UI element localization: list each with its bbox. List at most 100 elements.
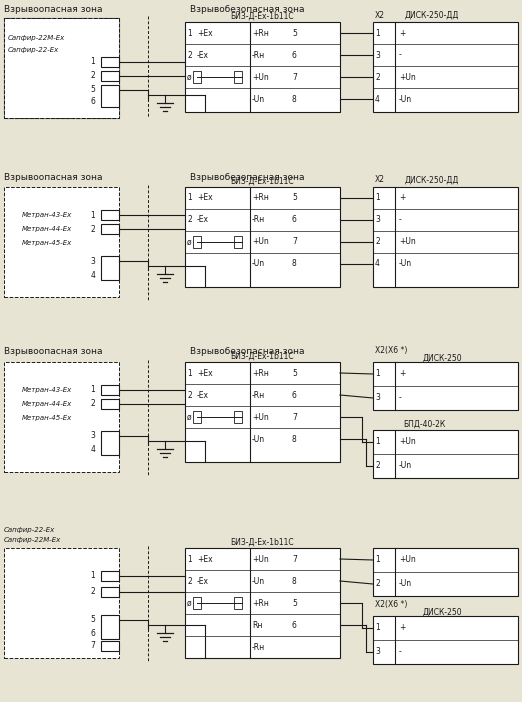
Text: -Ex: -Ex xyxy=(197,51,209,60)
Text: -Un: -Un xyxy=(399,260,412,268)
Text: -: - xyxy=(399,394,402,402)
Text: 3: 3 xyxy=(375,51,380,60)
Text: БПД-40-2К: БПД-40-2К xyxy=(403,420,445,428)
Text: +Rн: +Rн xyxy=(252,29,269,37)
Text: 3: 3 xyxy=(375,394,380,402)
Text: 2: 2 xyxy=(91,225,96,234)
Text: -Rн: -Rн xyxy=(252,390,265,399)
Bar xyxy=(373,22,518,112)
Text: +: + xyxy=(399,623,406,633)
Text: 3: 3 xyxy=(90,432,96,440)
Text: 5: 5 xyxy=(292,194,297,202)
Bar xyxy=(101,224,119,234)
Bar xyxy=(193,71,201,83)
Bar xyxy=(101,615,119,639)
Text: 1: 1 xyxy=(91,58,96,67)
Text: Взрывобезопасная зона: Взрывобезопасная зона xyxy=(190,347,304,357)
Text: +: + xyxy=(399,29,406,37)
Text: 5: 5 xyxy=(292,599,297,607)
Text: 2: 2 xyxy=(187,216,192,225)
Text: 2: 2 xyxy=(375,237,379,246)
Text: +Ex: +Ex xyxy=(197,555,212,564)
Bar xyxy=(101,431,119,455)
Text: Rн: Rн xyxy=(252,621,263,630)
Text: +Un: +Un xyxy=(252,555,269,564)
Text: 6: 6 xyxy=(90,630,96,639)
Text: ДИСК-250: ДИСК-250 xyxy=(423,607,462,616)
Text: 1: 1 xyxy=(375,623,379,633)
Text: 6: 6 xyxy=(292,621,297,630)
Text: 8: 8 xyxy=(292,576,296,585)
Text: 6: 6 xyxy=(292,390,297,399)
Bar xyxy=(234,411,242,423)
Text: +: + xyxy=(399,369,406,378)
Bar xyxy=(101,57,119,67)
Text: Взрывобезопасная зона: Взрывобезопасная зона xyxy=(190,173,304,182)
Bar xyxy=(4,18,119,118)
Text: -Un: -Un xyxy=(252,95,265,103)
Text: 7: 7 xyxy=(292,555,297,564)
Bar xyxy=(373,430,518,478)
Text: Сапфир-22М-Ex: Сапфир-22М-Ex xyxy=(8,35,65,41)
Bar xyxy=(4,548,119,658)
Bar xyxy=(101,256,119,280)
Text: +Ex: +Ex xyxy=(197,194,212,202)
Bar xyxy=(373,362,518,410)
Text: БИЗ-Д-Ex-1b11С: БИЗ-Д-Ex-1b11С xyxy=(230,538,294,546)
Text: 7: 7 xyxy=(292,237,297,246)
Text: -Rн: -Rн xyxy=(252,642,265,651)
Text: 7: 7 xyxy=(292,413,297,421)
Text: 1: 1 xyxy=(91,571,96,581)
Text: 4: 4 xyxy=(375,260,380,268)
Bar xyxy=(234,236,242,248)
Text: 1: 1 xyxy=(187,369,192,378)
Text: ø: ø xyxy=(187,599,192,607)
Text: +: + xyxy=(399,194,406,202)
Text: -Ex: -Ex xyxy=(197,216,209,225)
Bar xyxy=(185,362,340,462)
Text: -Ex: -Ex xyxy=(197,576,209,585)
Text: +Rн: +Rн xyxy=(252,194,269,202)
Text: 2: 2 xyxy=(187,576,192,585)
Text: Метран-44-Ex: Метран-44-Ex xyxy=(22,401,72,407)
Text: +Ex: +Ex xyxy=(197,29,212,37)
Bar xyxy=(101,641,119,651)
Bar xyxy=(101,385,119,395)
Text: 8: 8 xyxy=(292,95,296,103)
Text: Взрывоопасная зона: Взрывоопасная зона xyxy=(4,173,102,182)
Text: 1: 1 xyxy=(187,194,192,202)
Text: 5: 5 xyxy=(292,369,297,378)
Text: -Un: -Un xyxy=(399,95,412,103)
Text: 2: 2 xyxy=(375,579,379,588)
Text: 6: 6 xyxy=(90,98,96,107)
Text: -: - xyxy=(399,216,402,225)
Text: -: - xyxy=(399,51,402,60)
Text: +Un: +Un xyxy=(399,72,416,81)
Text: +Rн: +Rн xyxy=(252,599,269,607)
Text: 1: 1 xyxy=(91,385,96,395)
Bar xyxy=(193,236,201,248)
Text: -Ex: -Ex xyxy=(197,390,209,399)
Text: ДИСК-250-ДД: ДИСК-250-ДД xyxy=(405,176,459,185)
Bar xyxy=(193,411,201,423)
Text: 7: 7 xyxy=(90,642,96,651)
Bar xyxy=(4,362,119,472)
Text: 5: 5 xyxy=(90,86,96,95)
Text: ø: ø xyxy=(187,72,192,81)
Bar xyxy=(234,71,242,83)
Text: 4: 4 xyxy=(90,270,96,279)
Text: -Un: -Un xyxy=(399,579,412,588)
Text: 2: 2 xyxy=(187,390,192,399)
Bar xyxy=(101,71,119,81)
Text: Сапфир-22-Ex: Сапфир-22-Ex xyxy=(4,527,55,533)
Text: 1: 1 xyxy=(375,437,379,446)
Text: Метран-43-Ex: Метран-43-Ex xyxy=(22,212,72,218)
Text: 1: 1 xyxy=(375,194,379,202)
Text: БИЗ-Д-Ex-1b11С: БИЗ-Д-Ex-1b11С xyxy=(230,176,294,185)
Text: -Un: -Un xyxy=(252,576,265,585)
Text: 8: 8 xyxy=(292,260,296,268)
Bar xyxy=(373,187,518,287)
Text: -Un: -Un xyxy=(252,260,265,268)
Bar xyxy=(185,548,340,658)
Text: +Ex: +Ex xyxy=(197,369,212,378)
